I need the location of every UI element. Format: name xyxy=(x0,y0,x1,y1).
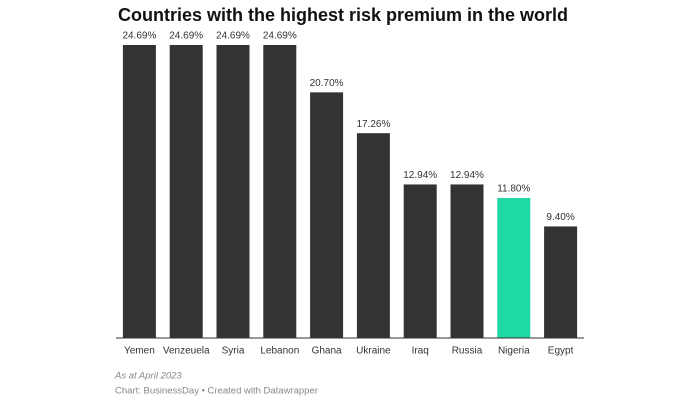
source: Chart: BusinessDay • Created with Datawr… xyxy=(115,386,318,397)
chart-title: Countries with the highest risk premium … xyxy=(118,5,568,25)
x-tick-label: Venzeuela xyxy=(163,346,210,357)
x-tick-label: Yemen xyxy=(124,346,155,357)
value-label: 20.70% xyxy=(310,78,344,89)
note: As at April 2023 xyxy=(114,371,182,382)
value-label: 24.69% xyxy=(216,31,250,42)
value-label: 24.69% xyxy=(169,31,203,42)
value-label: 24.69% xyxy=(122,31,156,42)
value-label: 12.94% xyxy=(450,170,484,181)
bar xyxy=(497,197,531,338)
value-label: 12.94% xyxy=(403,170,437,181)
bar xyxy=(544,226,578,338)
value-label: 17.26% xyxy=(356,119,390,130)
bar xyxy=(403,184,437,338)
bar xyxy=(310,92,344,338)
x-tick-label: Nigeria xyxy=(498,346,530,357)
bar xyxy=(450,184,484,338)
x-tick-label: Iraq xyxy=(412,346,429,357)
x-tick-label: Syria xyxy=(222,346,245,357)
bar xyxy=(356,133,390,338)
x-tick-label: Egypt xyxy=(548,346,574,357)
bar xyxy=(169,45,203,338)
x-tick-label: Ukraine xyxy=(356,346,391,357)
value-label: 9.40% xyxy=(546,212,574,223)
value-label: 24.69% xyxy=(263,31,297,42)
value-label: 11.80% xyxy=(497,184,530,195)
x-tick-label: Russia xyxy=(452,346,483,357)
bar xyxy=(122,45,156,338)
x-tick-label: Ghana xyxy=(312,346,342,357)
x-tick-label: Lebanon xyxy=(260,346,299,357)
bar xyxy=(263,45,297,338)
bar xyxy=(216,45,250,338)
